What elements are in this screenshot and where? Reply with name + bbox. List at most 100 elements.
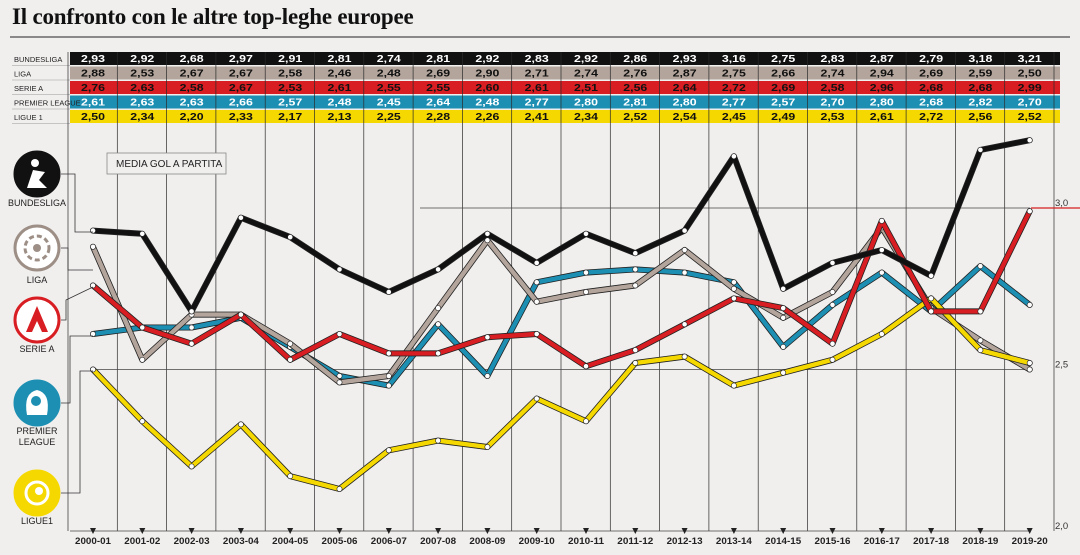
data-point	[583, 418, 589, 425]
table-cell: 2,91	[278, 54, 303, 65]
data-point	[533, 259, 540, 266]
data-point	[484, 373, 491, 379]
x-tick-label: 2003-04	[223, 536, 260, 547]
table-row-band	[70, 110, 1060, 123]
table-cell: 2,34	[130, 112, 155, 123]
table-cell: 2,53	[130, 69, 155, 80]
table-cell: 2,67	[229, 83, 254, 94]
x-tick-marker	[287, 528, 294, 534]
x-tick-label: 2016-17	[864, 536, 900, 547]
data-point	[139, 356, 146, 363]
x-tick-label: 2004-05	[272, 536, 309, 547]
data-point	[780, 343, 787, 350]
data-point	[435, 321, 441, 328]
data-point	[484, 444, 491, 450]
table-row-band	[70, 66, 1060, 80]
logo-connectors	[61, 173, 94, 494]
table-cell: 2,87	[673, 69, 698, 80]
table-cell: 2,69	[771, 83, 796, 94]
data-point	[139, 324, 146, 331]
table-row-label: PREMIER LEAGUE	[14, 99, 81, 108]
data-point	[484, 237, 491, 244]
table-cell: 2,55	[377, 83, 402, 94]
data-point	[632, 266, 639, 273]
x-tick-label: 2014-15	[765, 536, 802, 547]
data-point	[632, 282, 639, 289]
x-tick-label: 2017-18	[913, 536, 949, 547]
x-tick-marker	[829, 528, 836, 534]
y-tick-label: 2,5	[1055, 360, 1068, 371]
data-point	[583, 269, 589, 276]
bundesliga-player-icon	[31, 159, 39, 167]
data-point	[632, 347, 639, 353]
table-cell: 2,80	[673, 98, 698, 109]
table-cell: 2,83	[821, 54, 846, 65]
table-cell: 3,21	[1018, 54, 1043, 65]
x-tick-label: 2011-12	[617, 536, 653, 547]
table-cell: 2,52	[623, 112, 648, 123]
table-cell: 3,16	[722, 54, 747, 65]
logo-connector	[61, 173, 93, 233]
data-point	[829, 356, 836, 363]
table-cell: 2,93	[673, 54, 698, 65]
data-point	[878, 269, 885, 276]
legend-box	[106, 152, 227, 175]
table-cell: 2,52	[1018, 112, 1043, 123]
table-row-band	[70, 81, 1060, 94]
data-point	[385, 382, 392, 389]
table-cell: 2,86	[623, 54, 648, 65]
table-cell: 2,70	[821, 98, 846, 109]
x-tick-label: 2001-02	[124, 536, 160, 547]
table-cell: 2,76	[81, 83, 106, 94]
data-point	[583, 289, 589, 295]
data-point	[237, 421, 244, 428]
data-point	[681, 321, 688, 328]
table-cell: 2,68	[919, 98, 944, 109]
table-cell: 2,72	[919, 112, 944, 123]
x-tick-label: 2015-16	[815, 536, 851, 547]
series-ligue-1	[90, 295, 1033, 492]
x-tick-marker	[139, 528, 146, 534]
logo-ligue-1: LIGUE1	[13, 469, 61, 526]
data-point	[1026, 360, 1033, 366]
data-point	[583, 230, 589, 237]
table-cell: 2,63	[180, 98, 205, 109]
data-point	[1026, 137, 1033, 144]
table-cell: 2,82	[968, 98, 993, 109]
data-point	[681, 353, 688, 360]
data-point	[632, 360, 639, 366]
table-cell: 2,41	[525, 112, 550, 123]
data-point	[435, 350, 441, 357]
table-cell: 2,74	[821, 69, 846, 80]
table-row-band	[70, 95, 1060, 109]
data-point	[632, 250, 639, 257]
table-cell: 2,17	[278, 112, 303, 123]
x-tick-label: 2019-20	[1012, 536, 1048, 547]
x-tick-marker	[780, 528, 787, 534]
y-tick-label: 3,0	[1055, 198, 1068, 209]
table-cell: 2,63	[130, 98, 155, 109]
table-cell: 2,58	[180, 83, 205, 94]
table-cell: 2,83	[525, 54, 550, 65]
data-point	[731, 295, 737, 302]
x-tick-label: 2013-14	[716, 536, 753, 547]
data-point	[1026, 301, 1033, 308]
table-cell: 2,88	[81, 69, 106, 80]
table-cell: 2,66	[229, 98, 254, 109]
x-tick-marker	[730, 528, 737, 534]
x-tick-marker	[681, 528, 688, 534]
table-cell: 2,68	[180, 54, 205, 65]
table-cell: 2,70	[1018, 98, 1043, 109]
data-point	[681, 247, 688, 253]
data-point	[731, 285, 737, 292]
table-cell: 2,61	[328, 83, 353, 94]
table-cell: 2,45	[722, 112, 747, 123]
x-tick-label: 2005-06	[322, 536, 358, 547]
table-cell: 2,77	[525, 98, 550, 109]
table-cell: 2,81	[623, 98, 648, 109]
x-tick-label: 2008-09	[469, 536, 505, 547]
data-point	[829, 289, 836, 295]
data-point	[287, 340, 294, 347]
